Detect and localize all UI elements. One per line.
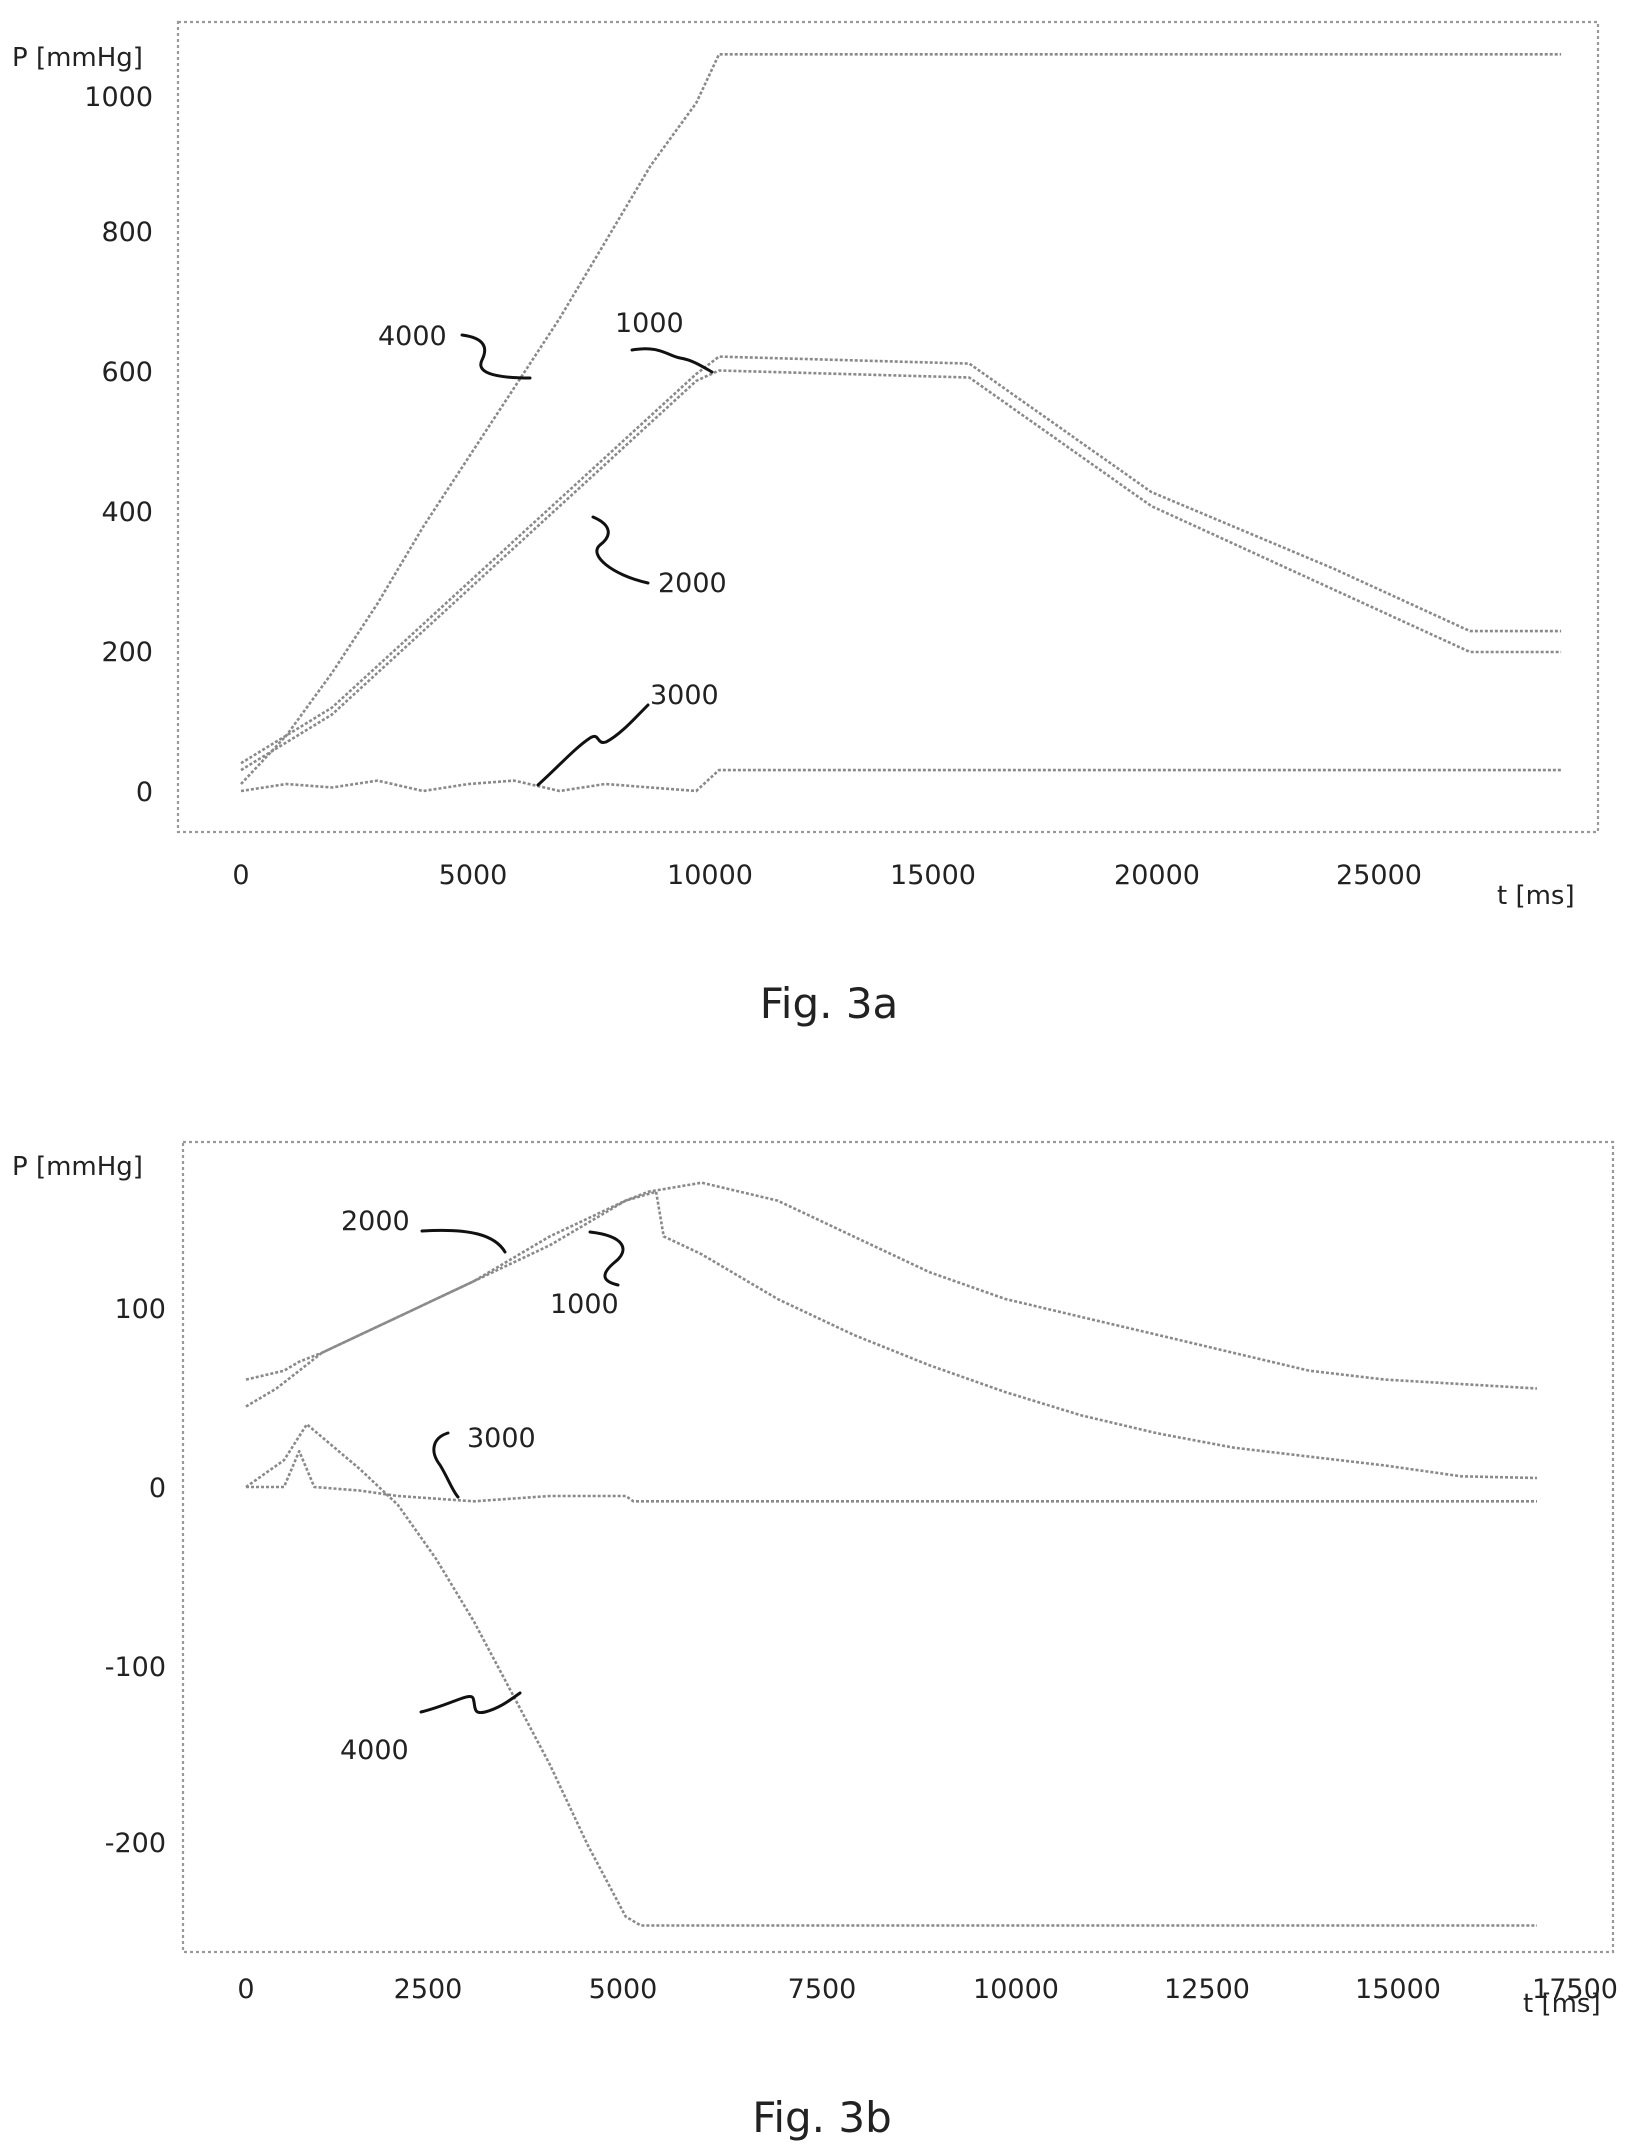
series-line-0-2 [240, 369, 1562, 772]
callout-2000-3a: 2000 [658, 568, 727, 599]
chart-3a-callouts: 4000 1000 2000 3000 [378, 308, 727, 787]
callout-1000-3b: 1000 [550, 1289, 619, 1320]
chart-3b-ytick-m100: -100 [105, 1652, 166, 1683]
chart-3b-xtick-10000: 10000 [973, 1974, 1059, 2005]
series-line-0-0 [240, 52, 1562, 785]
chart-3a-ytick-1000: 1000 [84, 82, 153, 113]
chart-3b-xtick-15000: 15000 [1355, 1974, 1441, 2005]
chart-3b-ylabel: P [mmHg] [12, 1152, 143, 1182]
leader-1000-3b [588, 1230, 625, 1287]
callout-2000-3b: 2000 [341, 1206, 410, 1237]
chart-3b-xtick-7500: 7500 [788, 1974, 857, 2005]
leader-2000-3b [420, 1228, 507, 1254]
caption-3b: Fig. 3b [752, 2093, 892, 2142]
leader-4000-3b [419, 1691, 522, 1715]
chart-3a-xtick-15000: 15000 [890, 860, 976, 891]
chart-3a-ytick-600: 600 [101, 357, 153, 388]
chart-3b-series [245, 1181, 1538, 1927]
chart-3a-yticks: 0 200 400 600 800 1000 [84, 82, 153, 808]
leader-3000-3a [536, 703, 650, 787]
series-line-1-1 [245, 1190, 1538, 1480]
chart-3b-ytick-0: 0 [149, 1473, 166, 1504]
chart-3a-xtick-10000: 10000 [667, 860, 753, 891]
chart-3a-ylabel: P [mmHg] [12, 43, 143, 73]
series-line-1-2 [246, 1449, 1537, 1503]
chart-3b-ytick-100: 100 [114, 1294, 166, 1325]
chart-3b-xtick-5000: 5000 [589, 1974, 658, 2005]
chart-3a-ytick-400: 400 [101, 497, 153, 528]
chart-3b-xtick-17500: 17500 [1532, 1974, 1618, 2005]
leader-3000-3b [432, 1431, 460, 1499]
chart-3b-xticks: 0 2500 5000 7500 10000 12500 15000 17500 [237, 1974, 1618, 2005]
callout-4000-3b: 4000 [340, 1735, 409, 1766]
series-line-0-1 [240, 355, 1562, 765]
chart-3a-xtick-5000: 5000 [439, 860, 508, 891]
chart-3a-series [240, 52, 1562, 793]
chart-3a-ytick-0: 0 [136, 777, 153, 808]
callout-4000-3a: 4000 [378, 321, 447, 352]
callout-3000-3a: 3000 [650, 680, 719, 711]
chart-3a-xtick-0: 0 [232, 860, 249, 891]
chart-3a: P [mmHg] t [ms] 0 200 400 600 800 1000 0… [12, 20, 1600, 1028]
chart-3b-xtick-0: 0 [237, 1974, 254, 2005]
chart-3a-xtick-25000: 25000 [1336, 860, 1422, 891]
chart-3b-xtick-12500: 12500 [1164, 1974, 1250, 2005]
chart-3a-ytick-200: 200 [101, 637, 153, 668]
chart-3a-ytick-800: 800 [101, 217, 153, 248]
chart-3a-frame [176, 20, 1600, 834]
leader-4000-3a [460, 333, 532, 380]
chart-3b-yticks: 100 0 -100 -200 [105, 1294, 166, 1859]
callout-1000-3a: 1000 [615, 308, 684, 339]
chart-3b-frame [181, 1140, 1615, 1954]
series-line-1-3 [245, 1423, 1537, 1927]
chart-3a-xticks: 0 5000 10000 15000 20000 25000 [232, 860, 1422, 891]
chart-3a-xtick-20000: 20000 [1114, 860, 1200, 891]
chart-3b: P [mmHg] t [ms] 100 0 -100 -200 0 2500 5… [12, 1140, 1618, 2142]
chart-3b-callouts: 2000 1000 3000 4000 [340, 1206, 625, 1766]
leader-2000-3a [591, 515, 650, 585]
chart-3a-xlabel: t [ms] [1497, 881, 1575, 911]
chart-3b-xtick-2500: 2500 [394, 1974, 463, 2005]
callout-3000-3b: 3000 [467, 1423, 536, 1454]
caption-3a: Fig. 3a [760, 979, 899, 1028]
series-line-1-0 [245, 1181, 1538, 1390]
chart-3b-ytick-m200: -200 [105, 1828, 166, 1859]
leader-1000-3a [630, 347, 714, 374]
chart-3b-xlabel: t [ms] [1523, 1989, 1601, 2019]
series-line-0-3 [240, 768, 1562, 793]
